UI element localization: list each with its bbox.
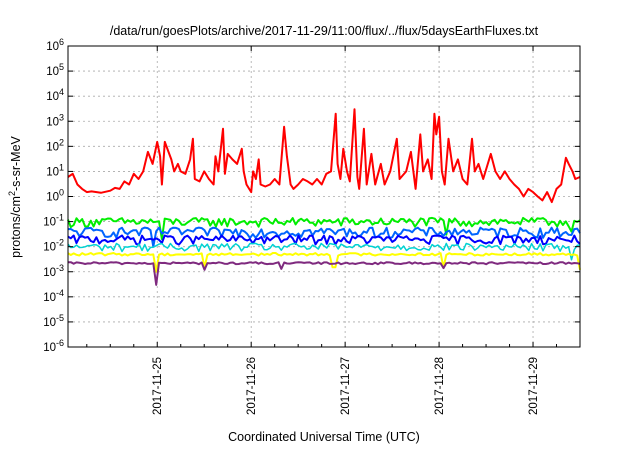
y-tick-label-exponent: -2 [56,238,64,248]
y-tick-label: 10-2 [43,238,64,254]
y-tick-label: 10-3 [43,263,64,279]
y-tick-label-exponent: -5 [56,313,64,323]
series-line-7 [67,261,581,286]
y-tick-label-exponent: -1 [56,213,64,223]
y-axis-label: protons/cm2-s-sr-MeV [7,135,23,257]
y-tick-label: 10-6 [43,338,64,354]
x-tick-label: 2017-11-26 [246,357,258,415]
series-line-6 [67,252,581,273]
y-tick-label-exponent: 3 [59,112,64,122]
y-tick-label-exponent: -3 [56,263,64,273]
y-tick-label-exponent: -4 [56,288,64,298]
y-tick-label-base: 10 [46,41,59,53]
series-line-1 [67,108,581,204]
y-tick-label: 102 [46,137,64,153]
y-axis-label-base: protons/cm [9,196,23,258]
y-tick-label-exponent: 4 [59,87,64,97]
y-tick-label-base: 10 [46,166,59,178]
y-tick-label: 10-1 [43,213,64,229]
x-axis-label: Coordinated Universal Time (UTC) [228,430,420,444]
y-axis-label-sup: 2 [7,191,17,196]
series-layer [67,108,581,286]
y-tick-label: 10-4 [43,288,64,304]
series-line-4 [67,234,581,246]
y-tick-label-exponent: 0 [59,188,64,198]
y-tick-label-exponent: 1 [59,162,64,172]
x-tick-label: 2017-11-29 [528,357,540,415]
x-tick-label: 2017-11-28 [434,357,446,415]
series-line-2 [67,216,581,241]
x-tick-label: 2017-11-25 [152,357,164,415]
y-tick-label-exponent: 5 [59,62,64,72]
plot-frame [67,45,581,348]
y-tick-label-base: 10 [43,217,56,229]
y-axis-label-rest: -s-sr-MeV [9,135,23,191]
y-tick-label: 101 [46,162,64,178]
y-tick-label: 100 [46,188,64,204]
y-tick-label: 104 [46,87,64,103]
y-tick-label: 105 [46,62,64,78]
tick-labels: 10-610-510-410-310-210-11001011021031041… [43,37,540,415]
y-tick-label-base: 10 [46,116,59,128]
y-tick-label-exponent: 2 [59,137,64,147]
chart-title: /data/run/goesPlots/archive/2017-11-29/1… [110,24,539,38]
y-tick-label: 106 [46,37,64,53]
y-tick-label-exponent: 6 [59,37,64,47]
series-line-5 [67,242,581,261]
y-tick-label: 103 [46,112,64,128]
grid-lines [68,46,580,347]
y-tick-label-base: 10 [46,91,59,103]
y-tick-label-base: 10 [43,317,56,329]
y-tick-label-base: 10 [46,66,59,78]
y-tick-label-base: 10 [46,192,59,204]
y-tick-label-base: 10 [43,242,56,254]
y-tick-label-base: 10 [43,342,56,354]
y-tick-label-base: 10 [43,292,56,304]
y-tick-label: 10-5 [43,313,64,329]
y-tick-label-base: 10 [43,267,56,279]
x-tick-label: 2017-11-27 [340,357,352,415]
y-tick-label-exponent: -6 [56,338,64,348]
y-tick-label-base: 10 [46,141,59,153]
